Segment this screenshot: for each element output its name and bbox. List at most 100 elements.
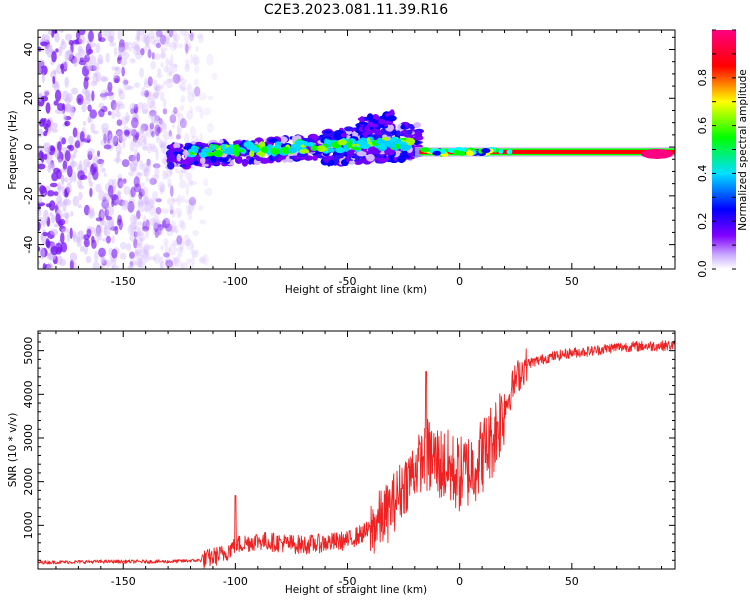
noise-blob — [181, 195, 185, 203]
band-blob — [270, 147, 281, 155]
noise-blob — [156, 73, 163, 79]
noise-blob — [165, 167, 173, 178]
noise-blob — [178, 219, 185, 229]
noise-blob — [183, 40, 192, 52]
noise-blob — [169, 204, 173, 215]
noise-blob — [111, 199, 115, 208]
noise-blob — [162, 108, 168, 115]
noise-blob — [83, 244, 89, 255]
noise-blob — [66, 49, 73, 61]
x-tick-label: -150 — [111, 575, 136, 588]
noise-blob — [144, 92, 151, 98]
noise-blob — [175, 134, 181, 140]
noise-blob — [118, 199, 125, 206]
noise-blob — [154, 166, 160, 178]
noise-blob — [38, 65, 42, 74]
band-blob — [415, 130, 422, 138]
noise-blob — [62, 160, 68, 171]
noise-blob — [40, 151, 45, 163]
line-blob — [462, 147, 468, 153]
band-blob — [293, 155, 300, 161]
noise-blob — [140, 135, 146, 142]
noise-blob — [199, 132, 203, 144]
band-blob — [316, 145, 327, 153]
noise-blob — [176, 74, 184, 82]
noise-blob — [103, 133, 107, 144]
noise-blob — [116, 119, 123, 126]
noise-blob — [152, 163, 161, 169]
noise-blob — [137, 30, 145, 37]
noise-blob — [162, 217, 171, 229]
band-blob — [350, 147, 361, 151]
y-tick-label: -40 — [22, 236, 35, 254]
noise-blob — [157, 124, 162, 132]
band-blob — [173, 147, 183, 152]
noise-blob — [117, 103, 126, 110]
noise-blob — [78, 185, 85, 190]
noise-blob — [53, 223, 59, 228]
noise-blob — [137, 221, 143, 226]
noise-blob — [116, 100, 123, 107]
noise-blob — [143, 168, 151, 177]
noise-blob — [78, 192, 83, 201]
noise-blob — [160, 47, 168, 52]
noise-blob — [167, 197, 175, 206]
noise-blob — [153, 197, 157, 203]
noise-blob — [72, 195, 80, 207]
noise-blob — [198, 204, 204, 211]
band-blob — [398, 143, 408, 148]
noise-blob — [100, 139, 108, 146]
x-tick-label: 0 — [456, 575, 463, 588]
noise-blob — [199, 109, 204, 119]
noise-blob — [97, 150, 100, 157]
noise-blob — [116, 218, 122, 226]
band-blob — [378, 143, 386, 150]
noise-blob — [175, 237, 183, 246]
noise-blob — [143, 243, 150, 254]
noise-blob — [203, 107, 211, 116]
noise-blob — [184, 132, 190, 145]
band-blob — [249, 157, 254, 162]
noise-blob — [61, 38, 65, 46]
noise-blob — [87, 148, 95, 155]
noise-blob — [69, 154, 75, 161]
noise-blob — [140, 127, 145, 138]
noise-blob — [150, 35, 157, 45]
noise-blob — [129, 213, 137, 225]
noise-blob — [57, 185, 63, 191]
colorbar: 0.0 0.2 0.4 0.6 0.8 Normalized spectral ampl… — [696, 29, 749, 278]
noise-blob — [144, 35, 149, 47]
noise-blob — [92, 72, 99, 85]
noise-blob — [108, 133, 114, 141]
noise-blob — [117, 177, 124, 189]
noise-blob — [72, 127, 78, 138]
noise-blob — [139, 67, 145, 78]
noise-blob — [154, 115, 160, 122]
noise-blob — [154, 87, 161, 92]
noise-blob — [85, 134, 92, 140]
noise-blob — [146, 158, 151, 167]
noise-blob — [100, 161, 104, 166]
noise-blob — [134, 248, 142, 254]
noise-blob — [117, 150, 121, 159]
noise-blob — [158, 141, 166, 148]
noise-blob — [53, 100, 59, 106]
noise-blob — [89, 209, 95, 217]
noise-blob — [175, 224, 179, 235]
noise-blob — [137, 200, 146, 213]
noise-blob — [78, 35, 86, 45]
noise-blob — [119, 88, 124, 94]
noise-blob — [43, 153, 48, 160]
y-tick-label: -20 — [22, 187, 35, 205]
noise-blob — [152, 91, 159, 99]
noise-blob — [111, 221, 115, 228]
noise-blob — [91, 239, 97, 249]
noise-blob — [86, 228, 92, 238]
noise-blob — [99, 220, 108, 226]
noise-blob — [101, 255, 105, 264]
noise-blob — [141, 139, 148, 150]
noise-blob — [178, 179, 187, 189]
noise-blob — [162, 131, 171, 140]
noise-blob — [77, 170, 85, 181]
noise-blob — [178, 83, 183, 89]
